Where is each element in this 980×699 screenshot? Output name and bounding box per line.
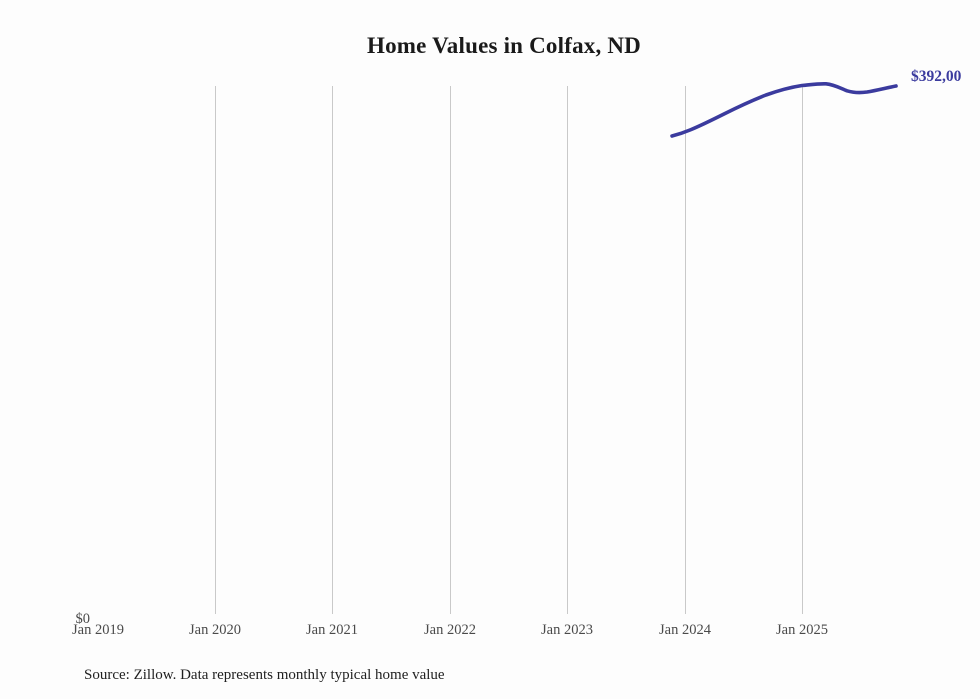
gridline-jan-2022 [450, 86, 451, 614]
source-note: Source: Zillow. Data represents monthly … [84, 667, 445, 683]
gridline-jan-2025 [802, 86, 803, 614]
x-axis-tick-label-jan-2021: Jan 2021 [306, 622, 358, 638]
gridline-jan-2020 [215, 86, 216, 614]
home-value-line-path [670, 81, 898, 138]
series-endpoint-value-label: $392,00 [911, 68, 962, 85]
x-axis-tick-label-jan-2020: Jan 2020 [189, 622, 241, 638]
chart-title: Home Values in Colfax, ND [367, 33, 641, 58]
gridline-jan-2024 [685, 86, 686, 614]
gridline-jan-2023 [567, 86, 568, 614]
y-axis-tick-label-0: $0 [75, 611, 91, 627]
x-axis-tick-label-jan-2023: Jan 2023 [541, 622, 593, 638]
x-axis-tick-label-jan-2019: Jan 2019 [72, 622, 124, 638]
gridline-jan-2021 [332, 86, 333, 614]
x-axis-tick-label-jan-2024: Jan 2024 [659, 622, 711, 638]
x-axis-tick-label-jan-2025: Jan 2025 [776, 622, 828, 638]
x-axis-tick-label-jan-2022: Jan 2022 [424, 622, 476, 638]
